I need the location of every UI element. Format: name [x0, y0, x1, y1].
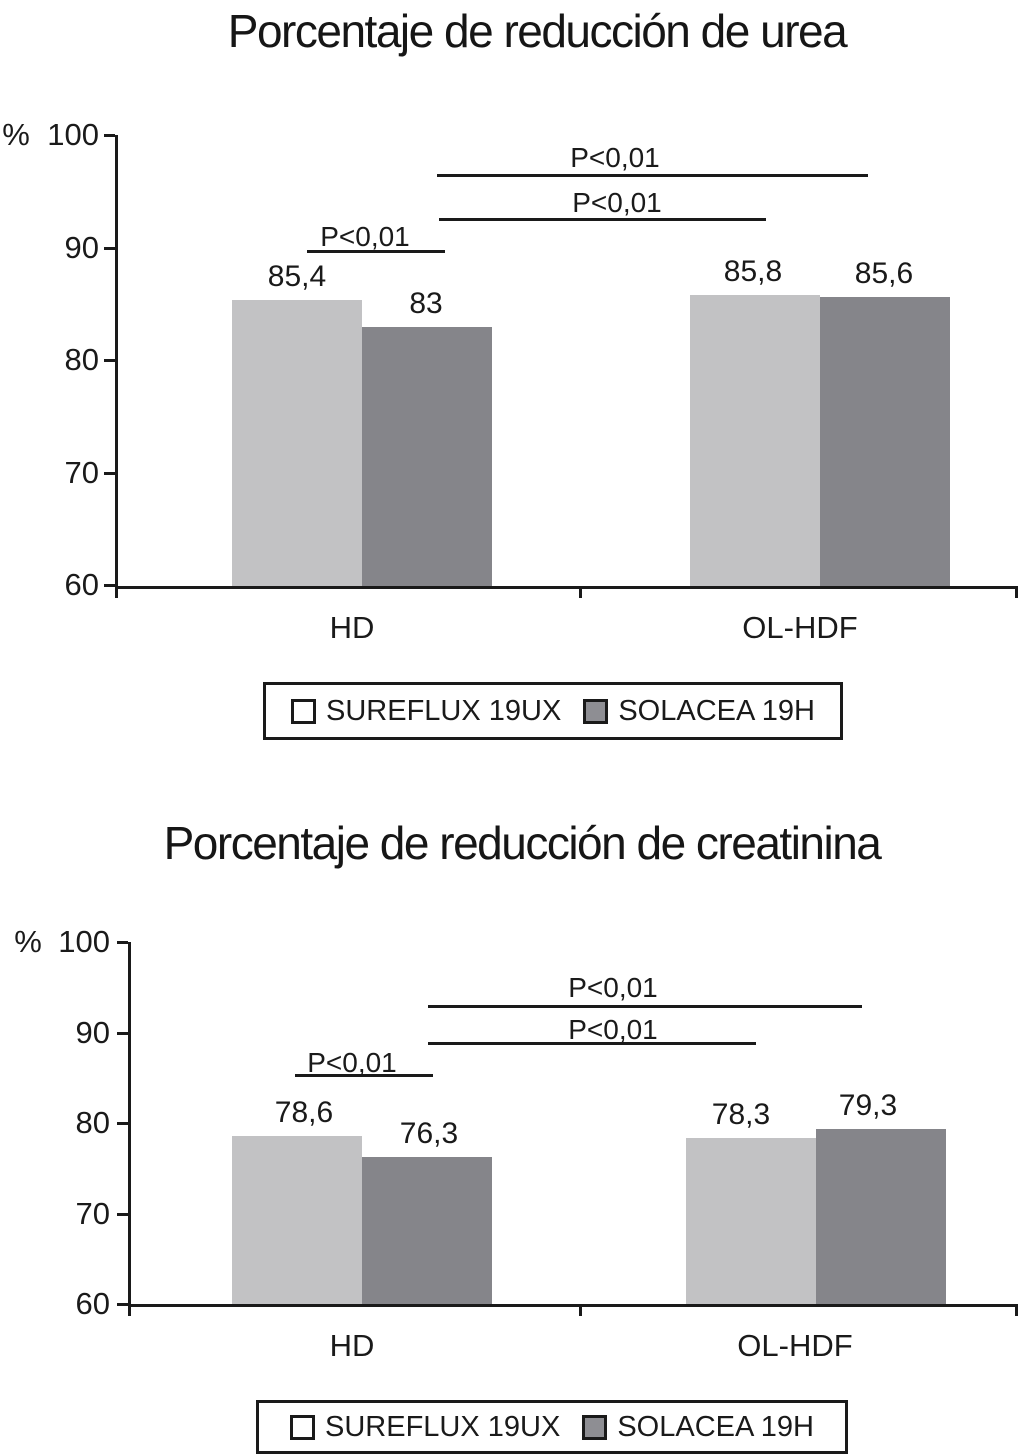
legend-label-sureflux: SUREFLUX 19UX: [325, 1410, 561, 1443]
y-tick-label-60: 60: [64, 567, 99, 602]
bar-value-label: 79,3: [838, 1089, 898, 1123]
y-tick-label-90: 90: [64, 230, 99, 265]
significance-line: [428, 1005, 862, 1008]
bar-value-label: 83: [409, 286, 443, 320]
y-axis-tick: [117, 1032, 128, 1035]
y-tick-label-70: 70: [75, 1196, 110, 1231]
x-axis-tick: [1015, 1304, 1018, 1316]
bar-value-label: 85,8: [723, 255, 783, 289]
bar-value-label: 85,6: [854, 257, 914, 291]
x-axis-tick: [115, 586, 118, 598]
category-label-hd: HD: [329, 610, 375, 645]
significance-label: P<0,01: [320, 221, 410, 252]
significance-label: P<0,01: [307, 1047, 397, 1078]
bar-value-label: 85,4: [267, 259, 327, 293]
legend-label-sureflux: SUREFLUX 19UX: [326, 694, 562, 727]
bar-value-label: 78,3: [711, 1098, 771, 1132]
bar-solacea-olhdf: [816, 1129, 946, 1304]
y-tick-label-90: 90: [75, 1015, 110, 1050]
bar-sureflux-olhdf: [690, 295, 820, 586]
category-label-hd: HD: [329, 1328, 375, 1363]
bar-solacea-hd: [362, 1156, 492, 1304]
y-axis-unit-label: %: [2, 117, 30, 152]
plot-area: 78,6 76,3 78,3 79,3: [0, 942, 1024, 1304]
significance-line: [295, 1074, 433, 1077]
y-axis-tick: [117, 1303, 128, 1306]
y-tick-label-80: 80: [75, 1105, 110, 1140]
x-axis-tick: [1015, 586, 1018, 598]
chart-title: Porcentaje de reducción de creatinina: [163, 817, 882, 869]
category-label-olhdf: OL-HDF: [737, 1328, 853, 1363]
y-axis-line: [128, 942, 131, 1307]
y-tick-label-60: 60: [75, 1286, 110, 1321]
x-axis-tick: [579, 1304, 582, 1316]
y-axis-unit-label: %: [14, 924, 42, 959]
y-axis-tick: [104, 247, 115, 250]
significance-line: [307, 250, 445, 253]
y-axis-tick: [104, 584, 115, 587]
x-axis-line: [128, 1304, 1018, 1307]
significance-line: [439, 218, 766, 221]
bar-solacea-olhdf: [820, 297, 950, 586]
x-axis-tick: [128, 1304, 131, 1316]
y-axis-tick: [104, 472, 115, 475]
significance-label: P<0,01: [570, 142, 660, 173]
plot-area: 85,4 83 85,8 85,6: [0, 135, 1024, 586]
y-tick-label-100: 100: [47, 117, 99, 152]
significance-line: [428, 1042, 756, 1045]
y-axis-tick: [117, 1213, 128, 1216]
significance-label: P<0,01: [568, 1014, 658, 1045]
y-axis-tick: [104, 134, 115, 137]
bar-value-label: 76,3: [399, 1116, 459, 1150]
legend-label-solacea: SOLACEA 19H: [618, 694, 815, 727]
legend-swatch-sureflux: [290, 1414, 316, 1440]
y-tick-label-70: 70: [64, 455, 99, 490]
bar-solacea-hd: [362, 326, 492, 586]
y-axis-line: [115, 135, 118, 589]
significance-line: [437, 174, 868, 177]
legend-swatch-solacea: [583, 698, 609, 724]
bar-sureflux-olhdf: [686, 1138, 816, 1304]
significance-label: P<0,01: [572, 187, 662, 218]
x-axis-line: [115, 586, 1018, 589]
bar-value-label: 78,6: [274, 1095, 334, 1129]
legend-swatch-sureflux: [291, 698, 317, 724]
y-tick-label-80: 80: [64, 342, 99, 377]
legend-swatch-solacea: [582, 1414, 608, 1440]
y-tick-label-100: 100: [58, 924, 110, 959]
y-axis-tick: [104, 359, 115, 362]
y-axis-tick: [117, 1122, 128, 1125]
legend-label-solacea: SOLACEA 19H: [617, 1410, 814, 1443]
category-label-olhdf: OL-HDF: [742, 610, 858, 645]
chart-title: Porcentaje de reducción de urea: [227, 5, 848, 57]
significance-label: P<0,01: [568, 972, 658, 1003]
legend-box: SUREFLUX 19UX SOLACEA 19H: [256, 1400, 848, 1454]
x-axis-tick: [579, 586, 582, 598]
bar-sureflux-hd: [232, 1135, 362, 1304]
legend-box: SUREFLUX 19UX SOLACEA 19H: [263, 682, 843, 740]
bar-sureflux-hd: [232, 299, 362, 586]
y-axis-tick: [117, 941, 128, 944]
